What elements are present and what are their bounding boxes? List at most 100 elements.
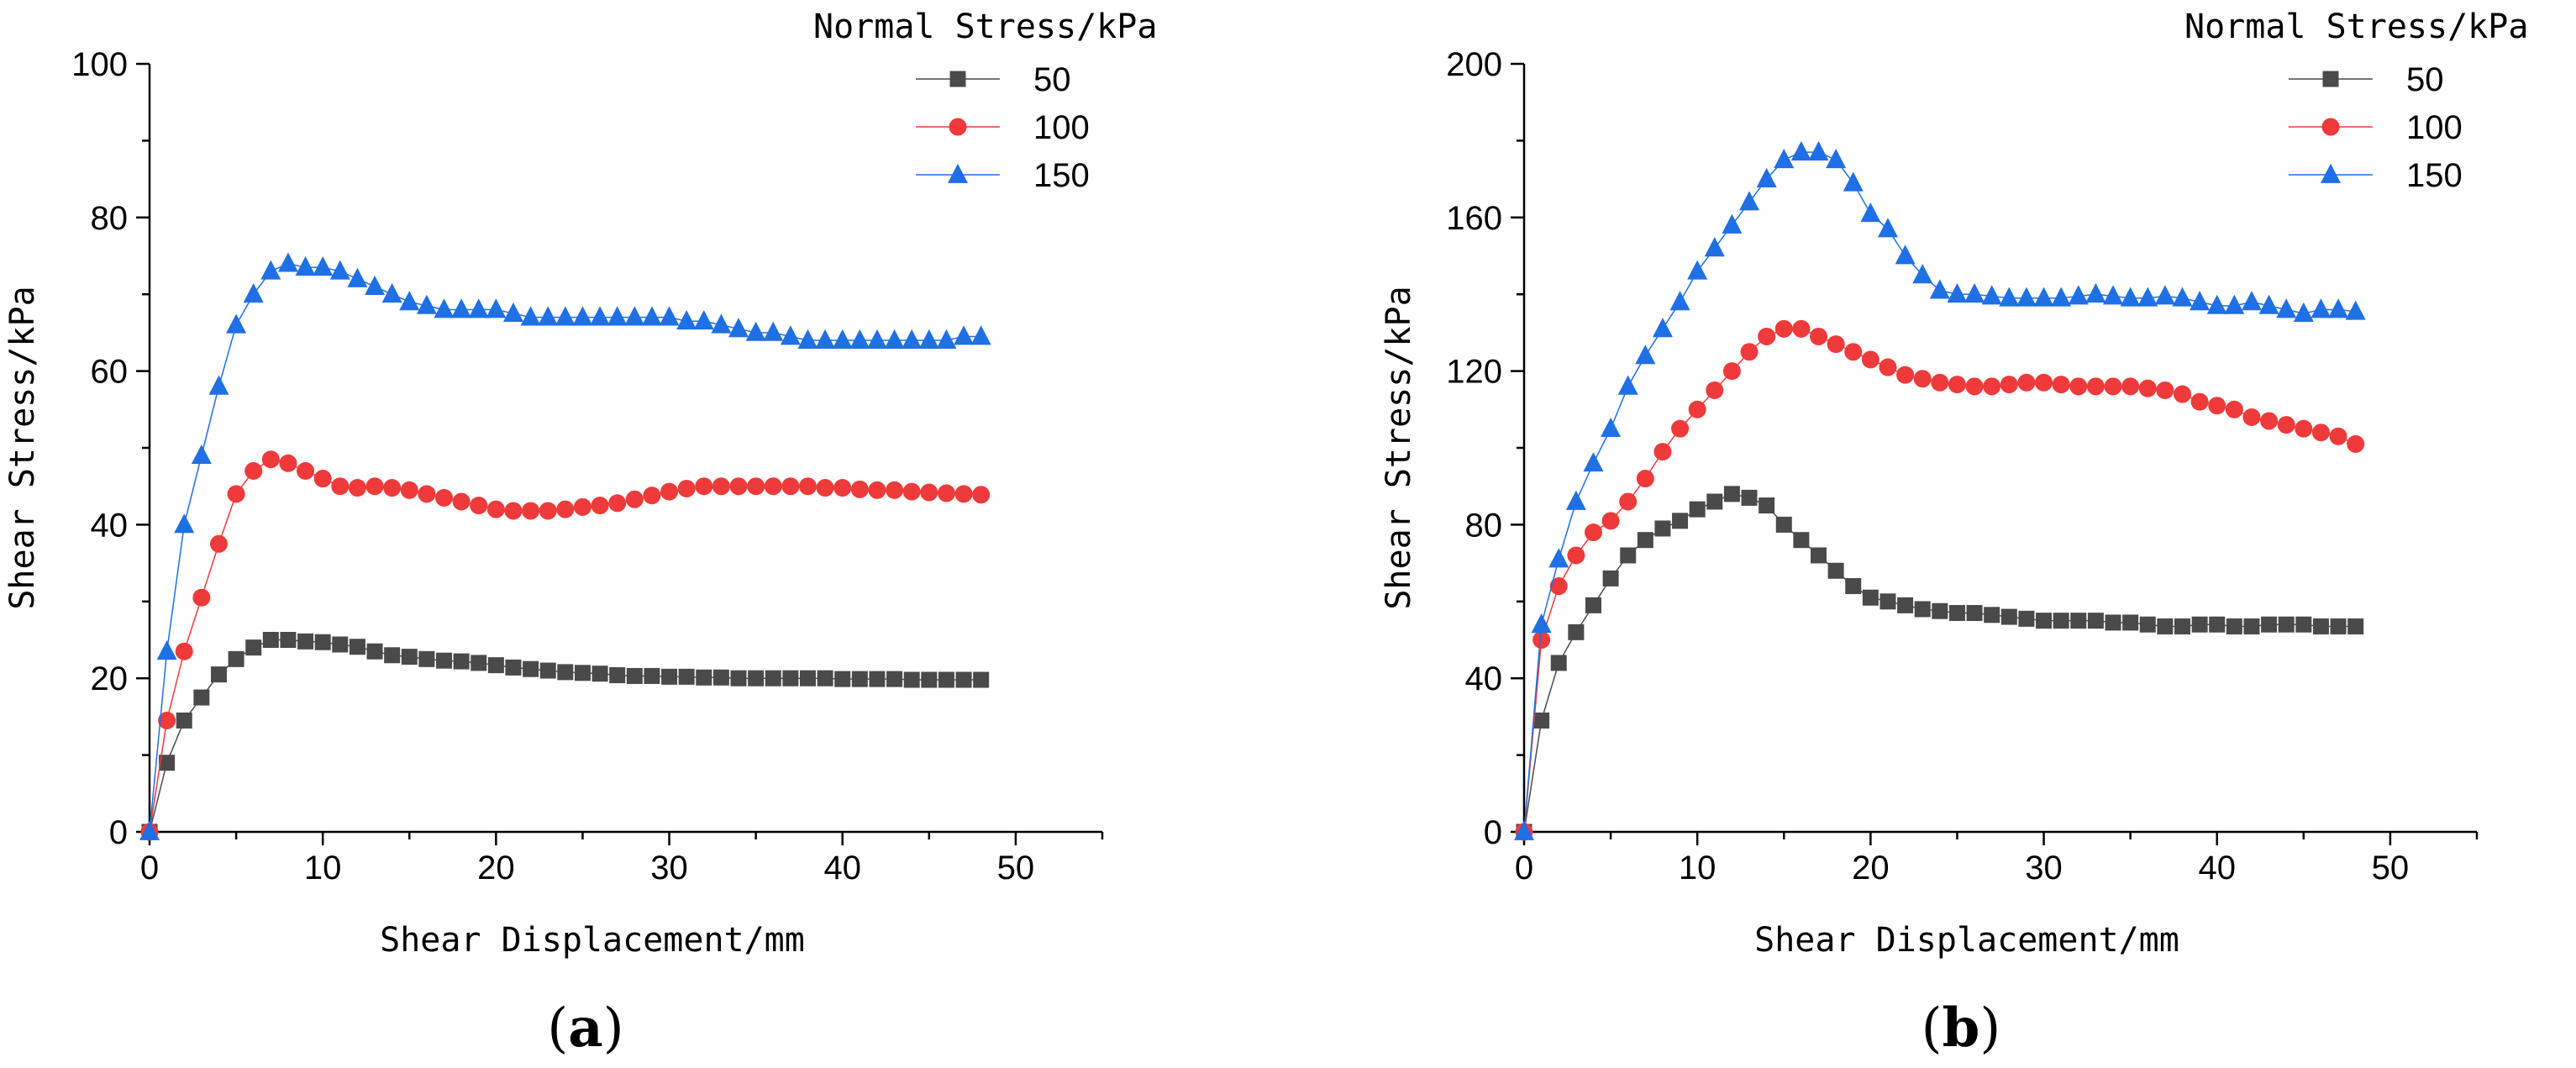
- data-point-100: [1671, 419, 1690, 438]
- data-point-100: [1827, 335, 1845, 354]
- data-point-50: [539, 662, 556, 679]
- data-point-50: [2312, 618, 2329, 635]
- legend: Normal Stress/kPa 50 100 150: [813, 8, 1157, 194]
- series-100: [1515, 319, 2365, 841]
- data-point-50: [834, 671, 851, 687]
- data-point-100: [365, 477, 384, 496]
- data-point-150: [1877, 218, 1898, 238]
- data-point-100: [2121, 377, 2140, 396]
- data-point-150: [329, 260, 350, 280]
- data-point-50: [262, 632, 279, 648]
- y-tick-label: 0: [109, 814, 128, 851]
- y-tick-label: 40: [1465, 660, 1503, 697]
- data-point-150: [1929, 279, 1950, 299]
- data-point-150: [1652, 318, 1673, 338]
- data-point-50: [2087, 613, 2104, 629]
- data-point-150: [277, 252, 298, 272]
- legend-label-150: 150: [2406, 157, 2463, 194]
- data-point-100: [227, 485, 245, 503]
- data-point-50: [1602, 570, 1619, 587]
- legend-marker-50: [949, 71, 966, 87]
- data-point-100: [1965, 377, 1984, 396]
- legend-label-50: 50: [1033, 61, 1071, 98]
- data-point-150: [1947, 283, 1968, 303]
- data-point-150: [2172, 287, 2193, 307]
- data-point-100: [2295, 419, 2313, 438]
- data-point-150: [1790, 140, 1811, 161]
- data-point-100: [331, 477, 350, 496]
- data-point-150: [607, 306, 628, 326]
- data-point-150: [884, 329, 905, 349]
- data-point-100: [643, 487, 661, 505]
- data-point-150: [2345, 300, 2366, 320]
- data-point-50: [505, 659, 522, 676]
- data-point-150: [2068, 285, 2089, 305]
- data-point-100: [313, 470, 332, 488]
- data-point-50: [159, 755, 176, 771]
- data-point-150: [849, 329, 870, 349]
- data-point-150: [676, 309, 697, 330]
- series-150: [1514, 140, 2366, 840]
- data-point-50: [1533, 712, 1550, 729]
- data-point-100: [1879, 358, 1897, 376]
- data-point-50: [297, 633, 314, 650]
- data-point-100: [2000, 376, 2018, 394]
- data-point-50: [869, 671, 886, 687]
- data-point-100: [591, 497, 609, 515]
- data-point-50: [574, 665, 591, 681]
- legend-title: Normal Stress/kPa: [813, 8, 1157, 46]
- data-point-50: [436, 652, 453, 669]
- data-point-50: [1637, 532, 1653, 549]
- data-point-150: [1912, 264, 1933, 284]
- data-point-100: [1896, 366, 1915, 384]
- data-point-150: [2120, 287, 2141, 307]
- data-point-150: [243, 283, 264, 303]
- data-point-100: [781, 477, 800, 496]
- data-point-50: [712, 669, 729, 686]
- data-point-100: [902, 482, 921, 501]
- data-point-100: [1810, 327, 1828, 345]
- data-point-50: [938, 671, 954, 688]
- data-point-50: [1706, 493, 1723, 510]
- data-point-100: [1861, 350, 1879, 369]
- chart-panel-a: 0 20 40 60 80 100 0 10 20 30 40 50 Shear Displacemen…: [3, 8, 1157, 1060]
- data-point-100: [2035, 373, 2053, 392]
- data-point-50: [748, 670, 765, 687]
- data-point-50: [2000, 608, 2017, 625]
- data-point-100: [2225, 400, 2243, 418]
- data-point-100: [886, 481, 904, 499]
- data-point-150: [1601, 417, 1622, 438]
- data-point-150: [399, 291, 420, 311]
- data-point-150: [174, 513, 195, 534]
- data-point-150: [2276, 298, 2297, 318]
- panel-label: (a): [547, 997, 623, 1060]
- data-point-150: [486, 298, 507, 318]
- data-point-150: [1826, 149, 1847, 169]
- data-point-50: [1914, 601, 1931, 618]
- data-point-50: [2122, 614, 2139, 631]
- data-point-50: [453, 653, 470, 670]
- data-point-100: [712, 477, 730, 496]
- data-point-50: [609, 667, 626, 684]
- data-point-150: [780, 325, 801, 345]
- data-point-50: [2209, 616, 2226, 633]
- data-point-100: [158, 711, 176, 729]
- data-point-50: [1775, 516, 1792, 533]
- data-point-100: [556, 500, 575, 518]
- data-point-50: [973, 671, 990, 688]
- data-point-100: [383, 479, 402, 497]
- data-point-150: [260, 260, 281, 280]
- data-point-150: [520, 306, 541, 326]
- data-point-50: [418, 650, 435, 667]
- data-point-150: [693, 309, 714, 330]
- data-point-150: [1514, 820, 1534, 840]
- data-point-150: [2241, 291, 2262, 311]
- data-point-50: [2278, 616, 2295, 633]
- data-point-100: [798, 477, 817, 496]
- legend-title: Normal Stress/kPa: [2184, 8, 2528, 46]
- data-point-50: [349, 639, 365, 655]
- data-point-100: [1740, 343, 1759, 361]
- data-point-150: [954, 325, 975, 345]
- data-point-100: [244, 461, 263, 480]
